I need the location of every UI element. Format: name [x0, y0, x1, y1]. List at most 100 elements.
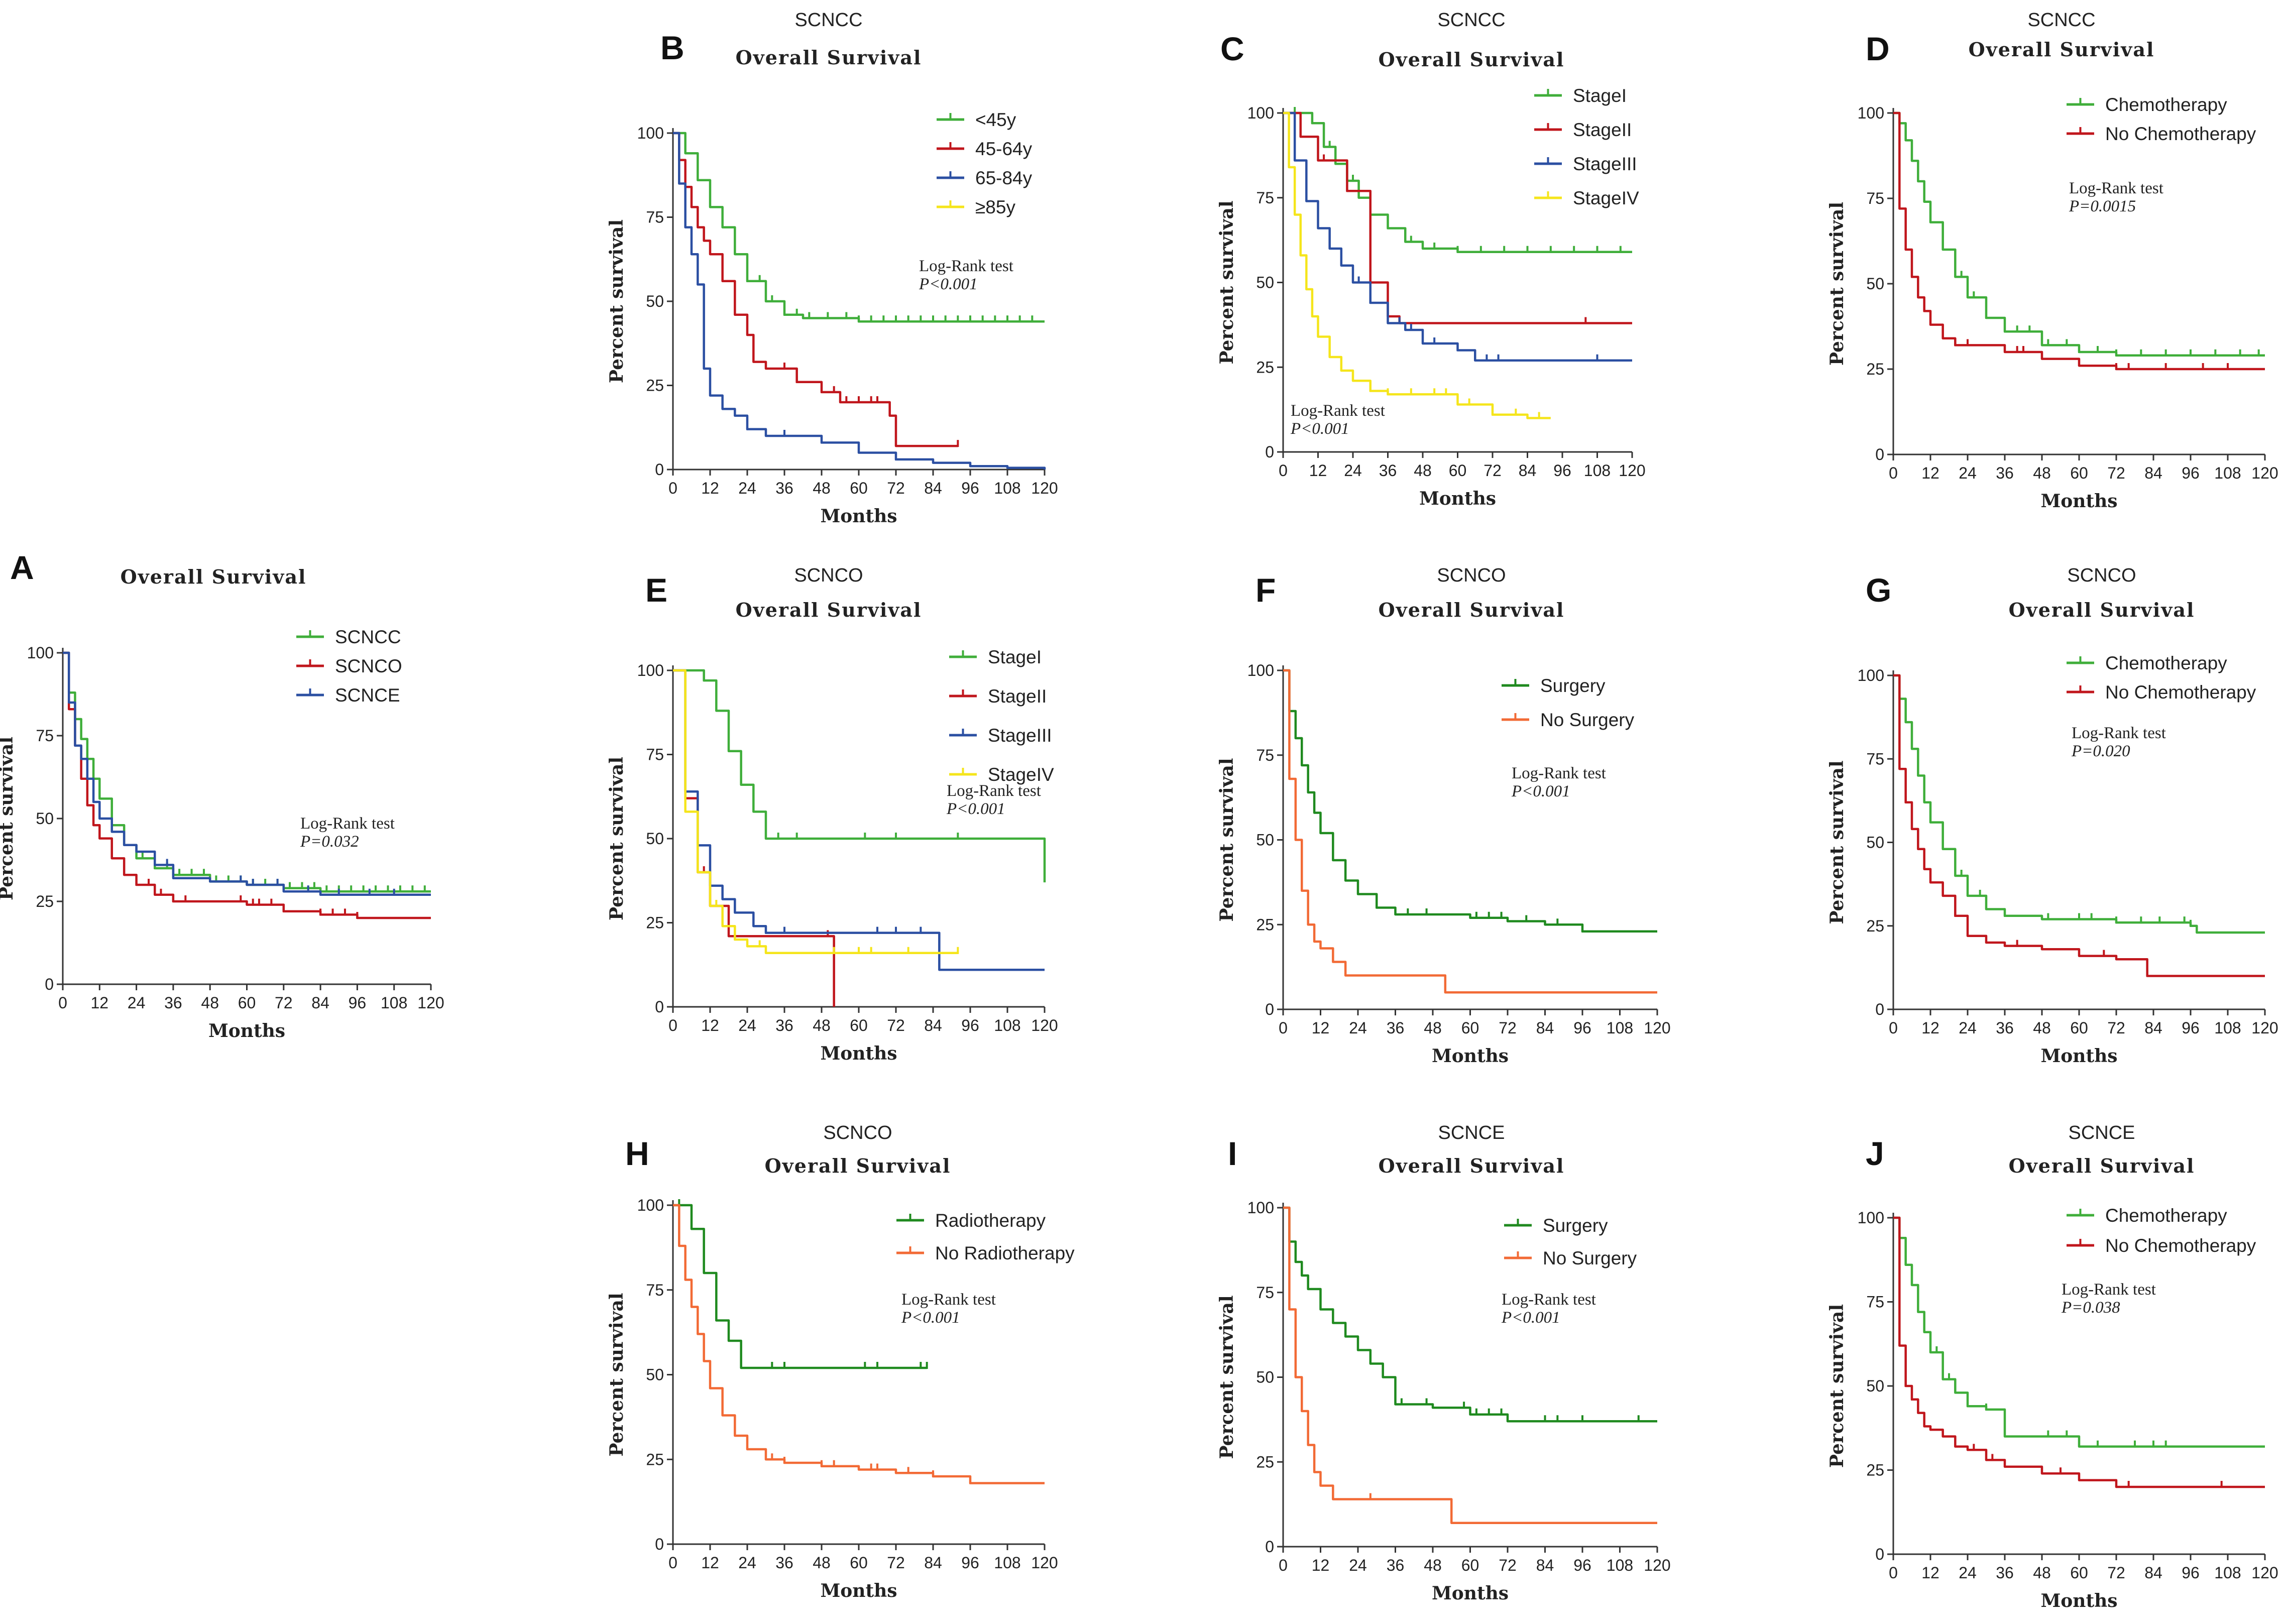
x-tick-label: 36 [164, 994, 182, 1012]
x-tick-label: 60 [1461, 1556, 1479, 1574]
panel-title: Overall Survival [1379, 1154, 1565, 1177]
logrank-label: Log-Rank test [2062, 1281, 2156, 1299]
x-tick-label: 72 [2107, 1019, 2125, 1037]
x-tick-label: 72 [887, 1016, 905, 1034]
y-tick-label: 50 [36, 809, 54, 828]
panel-subtitle: SCNCO [2067, 565, 2136, 586]
x-tick-label: 84 [924, 1016, 942, 1034]
x-axis-label: Months [2040, 1590, 2117, 1611]
x-tick-label: 60 [850, 1554, 868, 1572]
y-tick-label: 0 [45, 975, 54, 993]
x-tick-label: 84 [924, 479, 942, 497]
y-tick-label: 100 [1247, 1199, 1274, 1217]
y-tick-label: 25 [1866, 917, 1884, 935]
x-tick-label: 60 [1449, 461, 1467, 480]
y-tick-label: 75 [646, 746, 664, 764]
x-tick-label: 36 [1996, 464, 2014, 482]
x-tick-label: 96 [2182, 1564, 2200, 1582]
panel-title: Overall Survival [1379, 48, 1565, 71]
x-tick-label: 48 [813, 1016, 831, 1034]
y-tick-label: 0 [655, 1535, 664, 1553]
legend-label: StageII [1573, 120, 1632, 140]
x-tick-label: 24 [738, 1554, 756, 1572]
p-value: P<0.001 [1501, 1309, 1560, 1327]
logrank-label: Log-Rank test [1512, 764, 1606, 782]
logrank-label: Log-Rank test [1291, 402, 1385, 420]
x-tick-label: 0 [1889, 464, 1898, 482]
p-value: P<0.001 [901, 1309, 960, 1327]
panel-letter: E [645, 571, 667, 609]
p-value: P=0.032 [300, 833, 359, 851]
logrank-label: Log-Rank test [901, 1291, 996, 1309]
x-tick-label: 120 [1619, 461, 1645, 480]
logrank-label: Log-Rank test [947, 782, 1041, 800]
survival-curve-stageiii [673, 669, 1045, 971]
x-tick-label: 72 [2107, 464, 2125, 482]
p-value: P=0.020 [2071, 742, 2130, 760]
x-tick-label: 12 [1921, 464, 1939, 482]
panel-letter: D [1866, 30, 1890, 67]
panel-title: Overall Survival [736, 599, 922, 621]
x-axis-label: Months [1432, 1583, 1509, 1604]
y-tick-label: 75 [1866, 189, 1884, 207]
x-tick-label: 108 [994, 1554, 1020, 1572]
x-tick-label: 108 [1584, 461, 1611, 480]
logrank-label: Log-Rank test [2069, 179, 2163, 197]
legend-label: StageIV [988, 764, 1054, 785]
panel-title: Overall Survival [1969, 38, 2155, 61]
survival-curve-no-surgery [1283, 669, 1657, 994]
panel-letter: B [660, 29, 684, 66]
x-tick-label: 36 [1387, 1556, 1405, 1574]
survival-curve-scnce [63, 651, 431, 896]
survival-curve-65-84y [673, 132, 1046, 470]
x-tick-label: 48 [1414, 461, 1432, 480]
x-tick-label: 24 [738, 479, 756, 497]
p-value: P<0.001 [946, 800, 1005, 818]
x-tick-label: 84 [1536, 1556, 1554, 1574]
x-tick-label: 36 [1996, 1564, 2014, 1582]
y-tick-label: 100 [637, 661, 664, 679]
x-tick-label: 108 [1607, 1019, 1633, 1037]
x-tick-label: 48 [813, 1554, 831, 1572]
legend-label: No Chemotherapy [2105, 124, 2256, 144]
legend-label: SCNCC [335, 627, 401, 647]
x-tick-label: 120 [2251, 1019, 2278, 1037]
survival-curve-radiotherapy [673, 1204, 927, 1369]
x-tick-label: 36 [775, 479, 793, 497]
x-tick-label: 72 [887, 479, 905, 497]
x-tick-label: 108 [381, 994, 407, 1012]
x-tick-label: 48 [813, 479, 831, 497]
panel-c: C SCNCC Overall Survival 0 25 50 75 100 0 12 24 36 4… [1216, 10, 1646, 509]
y-tick-label: 75 [1256, 1284, 1274, 1302]
x-tick-label: 0 [1889, 1019, 1898, 1037]
survival-curve-no-chemotherapy [1893, 1216, 2265, 1488]
panel-subtitle: SCNCE [2068, 1122, 2135, 1143]
legend-label: 45-64y [975, 139, 1033, 159]
x-tick-label: 108 [2214, 464, 2241, 482]
survival-curve-stageiv [1283, 111, 1551, 419]
x-tick-label: 108 [2214, 1019, 2241, 1037]
y-axis-label: Percent survival [1216, 200, 1237, 364]
y-tick-label: 50 [1256, 274, 1274, 292]
x-tick-label: 12 [1312, 1019, 1330, 1037]
survival-curve-stagei [673, 669, 1046, 883]
x-axis-label: Months [2040, 1046, 2117, 1067]
x-tick-label: 0 [668, 479, 677, 497]
legend-label: StageIII [1573, 154, 1637, 174]
y-tick-label: 0 [1265, 443, 1274, 461]
x-tick-label: 60 [850, 479, 868, 497]
x-tick-label: 120 [2251, 464, 2278, 482]
x-tick-label: 24 [1349, 1556, 1367, 1574]
legend-label: No Surgery [1543, 1248, 1637, 1268]
x-tick-label: 36 [1996, 1019, 2014, 1037]
y-axis-label: Percent survival [606, 219, 627, 383]
survival-curve-chemotherapy [1893, 674, 2265, 934]
legend-label: StageIII [988, 725, 1052, 746]
p-value: P<0.001 [919, 275, 978, 293]
y-axis-label: Percent survival [1826, 1304, 1848, 1468]
legend-label: No Chemotherapy [2105, 682, 2256, 703]
y-tick-label: 0 [1875, 445, 1884, 463]
x-tick-label: 96 [2182, 1019, 2200, 1037]
x-tick-label: 96 [349, 994, 367, 1012]
x-tick-label: 12 [701, 1554, 719, 1572]
